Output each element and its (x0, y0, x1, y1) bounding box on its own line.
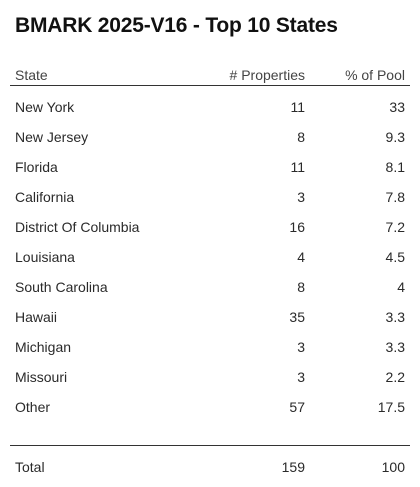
cell-state: Hawaii (15, 309, 58, 325)
cell-state: South Carolina (15, 279, 108, 295)
cell-state: Michigan (15, 339, 72, 355)
cell-state: Florida (15, 159, 58, 175)
column-header-state: State (15, 67, 48, 83)
cell-pct: 33 (389, 99, 405, 115)
total-label: Total (15, 459, 45, 475)
cell-pct: 17.5 (377, 399, 405, 415)
cell-properties: 4 (297, 249, 305, 265)
states-table: State # Properties % of Pool New York 11 3… (10, 60, 410, 422)
cell-pct: 2.2 (385, 369, 405, 385)
cell-properties: 3 (297, 369, 305, 385)
table-row: Louisiana 4 4.5 (10, 242, 410, 272)
cell-properties: 3 (297, 339, 305, 355)
cell-properties: 11 (290, 159, 305, 175)
table-row: Other 57 17.5 (10, 392, 410, 422)
cell-pct: 3.3 (385, 309, 405, 325)
cell-pct: 7.8 (385, 189, 405, 205)
cell-pct: 4.5 (385, 249, 405, 265)
table-row: Michigan 3 3.3 (10, 332, 410, 362)
table-row: Florida 11 8.1 (10, 152, 410, 182)
column-header-pct: % of Pool (345, 67, 405, 83)
cell-pct: 8.1 (385, 159, 405, 175)
table-header: State # Properties % of Pool (10, 60, 410, 86)
table-row: Missouri 3 2.2 (10, 362, 410, 392)
cell-pct: 7.2 (385, 219, 405, 235)
total-properties: 159 (281, 459, 305, 475)
total-pct: 100 (381, 459, 405, 475)
cell-properties: 8 (297, 279, 305, 295)
cell-state: District Of Columbia (15, 219, 140, 235)
table-row: South Carolina 8 4 (10, 272, 410, 302)
cell-properties: 3 (297, 189, 305, 205)
table-row: District Of Columbia 16 7.2 (10, 212, 410, 242)
cell-state: California (15, 189, 75, 205)
table-body: New York 11 33 New Jersey 8 9.3 Florida 11 8.1 Ca… (10, 92, 410, 422)
cell-properties: 57 (289, 399, 305, 415)
cell-state: New York (15, 99, 75, 115)
column-header-properties: # Properties (229, 67, 305, 83)
page-title: BMARK 2025-V16 - Top 10 States (15, 14, 338, 37)
table-row: California 3 7.8 (10, 182, 410, 212)
total-row: Total 159 100 (10, 452, 410, 482)
cell-state: Louisiana (15, 249, 75, 265)
table-row: New York 11 33 (10, 92, 410, 122)
table-row: New Jersey 8 9.3 (10, 122, 410, 152)
cell-properties: 16 (289, 219, 305, 235)
cell-pct: 3.3 (385, 339, 405, 355)
cell-pct: 9.3 (385, 129, 405, 145)
cell-pct: 4 (397, 279, 405, 295)
cell-properties: 35 (289, 309, 305, 325)
cell-state: Other (15, 399, 51, 415)
total-divider (10, 445, 410, 446)
cell-properties: 11 (290, 99, 305, 115)
table-row: Hawaii 35 3.3 (10, 302, 410, 332)
cell-state: Missouri (15, 369, 68, 385)
cell-state: New Jersey (15, 129, 89, 145)
cell-properties: 8 (297, 129, 305, 145)
